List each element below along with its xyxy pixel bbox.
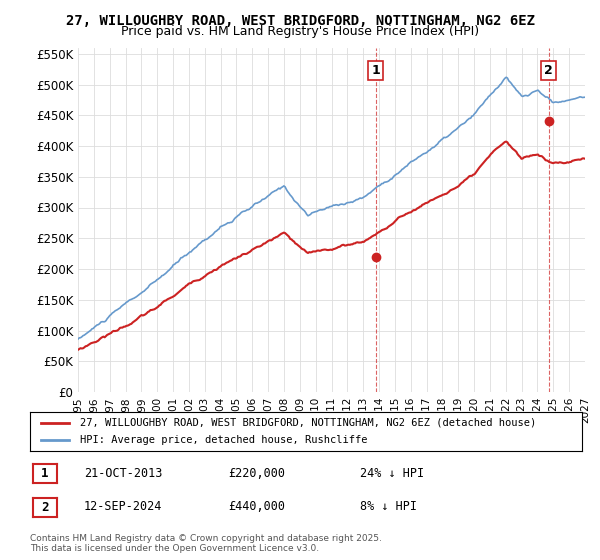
Text: 21-OCT-2013: 21-OCT-2013 (84, 466, 163, 480)
Text: 1: 1 (41, 467, 49, 480)
Text: HPI: Average price, detached house, Rushcliffe: HPI: Average price, detached house, Rush… (80, 435, 367, 445)
Text: 27, WILLOUGHBY ROAD, WEST BRIDGFORD, NOTTINGHAM, NG2 6EZ: 27, WILLOUGHBY ROAD, WEST BRIDGFORD, NOT… (65, 14, 535, 28)
Text: 2: 2 (41, 501, 49, 514)
Text: 1: 1 (371, 64, 380, 77)
Text: £440,000: £440,000 (228, 500, 285, 514)
Text: 8% ↓ HPI: 8% ↓ HPI (360, 500, 417, 514)
Text: 24% ↓ HPI: 24% ↓ HPI (360, 466, 424, 480)
Text: 12-SEP-2024: 12-SEP-2024 (84, 500, 163, 514)
Text: 2: 2 (544, 64, 553, 77)
Text: £220,000: £220,000 (228, 466, 285, 480)
Text: Contains HM Land Registry data © Crown copyright and database right 2025.
This d: Contains HM Land Registry data © Crown c… (30, 534, 382, 553)
Text: Price paid vs. HM Land Registry's House Price Index (HPI): Price paid vs. HM Land Registry's House … (121, 25, 479, 38)
Text: 27, WILLOUGHBY ROAD, WEST BRIDGFORD, NOTTINGHAM, NG2 6EZ (detached house): 27, WILLOUGHBY ROAD, WEST BRIDGFORD, NOT… (80, 418, 536, 428)
